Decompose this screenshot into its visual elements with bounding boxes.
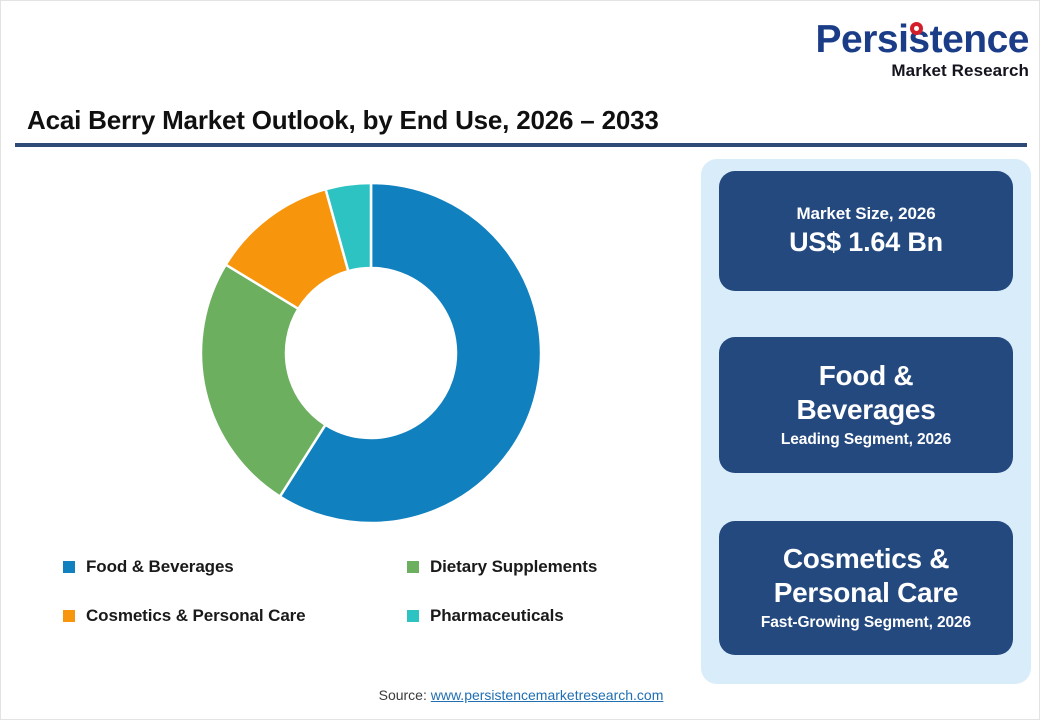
donut-chart	[191, 173, 551, 533]
title-divider	[15, 143, 1027, 147]
market-size-card: Market Size, 2026 US$ 1.64 Bn	[719, 171, 1013, 291]
donut-slice	[278, 181, 543, 525]
donut-chart-svg	[199, 181, 543, 525]
legend-item-pharmaceuticals: Pharmaceuticals	[407, 606, 564, 626]
company-logo: Persistence Market Research	[813, 19, 1030, 81]
legend-item-dietary-supplements: Dietary Supplements	[407, 557, 597, 577]
page-title: Acai Berry Market Outlook, by End Use, 2…	[27, 105, 659, 135]
fast-growing-segment-card: Cosmetics & Personal Care Fast-Growing S…	[719, 521, 1013, 655]
logo-tagline: Market Research	[891, 61, 1029, 80]
legend-label-cosmetics-personal-care: Cosmetics & Personal Care	[86, 606, 306, 625]
donut-slice-group	[199, 181, 543, 525]
market-size-value: US$ 1.64 Bn	[789, 227, 943, 257]
donut-slice	[199, 262, 328, 499]
fast-growing-segment-name-line1: Cosmetics &	[782, 543, 950, 574]
legend-swatch-pharmaceuticals	[407, 610, 419, 622]
fast-growing-segment-caption: Fast-Growing Segment, 2026	[760, 614, 972, 631]
source-prefix: Source:	[378, 687, 431, 703]
legend-swatch-dietary-supplements	[407, 561, 419, 573]
legend-item-food-beverages: Food & Beverages	[63, 557, 234, 577]
source-url-link[interactable]: www.persistencemarketresearch.com	[430, 687, 664, 703]
legend-label-food-beverages: Food & Beverages	[86, 557, 234, 576]
source-line: Source: www.persistencemarketresearch.co…	[1, 687, 1039, 703]
legend-label-dietary-supplements: Dietary Supplements	[430, 557, 598, 576]
donut-slice	[324, 181, 373, 273]
legend-swatch-cosmetics-personal-care	[63, 610, 75, 622]
legend-item-cosmetics-personal-care: Cosmetics & Personal Care	[63, 606, 306, 626]
leading-segment-name-line2: Beverages	[796, 394, 936, 425]
leading-segment-name-line1: Food &	[818, 360, 914, 391]
highlights-panel: Market Size, 2026 US$ 1.64 Bn Food & Bev…	[701, 159, 1031, 684]
chart-legend: Food & Beverages Dietary Supplements Cos…	[63, 557, 683, 641]
fast-growing-segment-name-line2: Personal Care	[773, 577, 959, 608]
legend-swatch-food-beverages	[63, 561, 75, 573]
leading-segment-caption: Leading Segment, 2026	[780, 431, 952, 448]
market-size-caption: Market Size, 2026	[796, 204, 936, 223]
logo-dot-icon	[910, 22, 923, 35]
legend-label-pharmaceuticals: Pharmaceuticals	[430, 606, 564, 625]
leading-segment-card: Food & Beverages Leading Segment, 2026	[719, 337, 1013, 473]
